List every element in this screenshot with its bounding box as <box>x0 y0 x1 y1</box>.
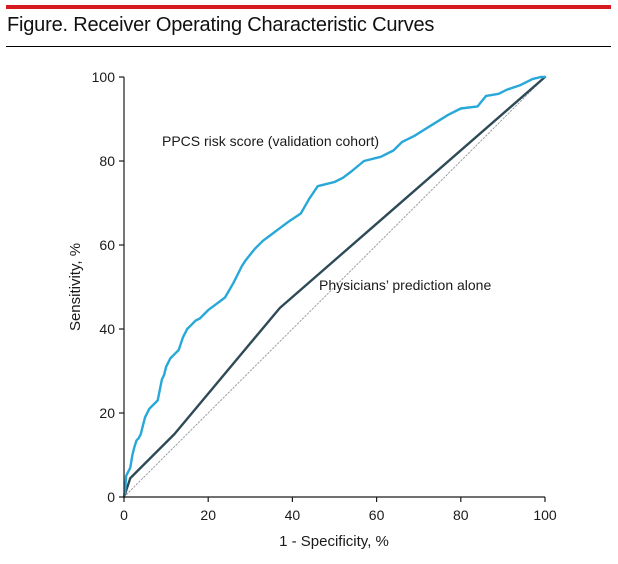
x-tick-label: 40 <box>285 507 301 523</box>
x-tick-label: 80 <box>453 507 469 523</box>
reference-diagonal <box>123 76 546 498</box>
axes: 0 20 40 60 80 100 0 20 40 60 80 100 <box>92 69 557 523</box>
y-tick-label: 0 <box>107 489 115 505</box>
y-tick-label: 40 <box>99 321 115 337</box>
y-tick-label: 80 <box>99 153 115 169</box>
x-tick-label: 60 <box>369 507 385 523</box>
y-axis-label: Sensitivity, % <box>67 243 84 331</box>
annotation-physicians: Physicians’ prediction alone <box>319 277 491 293</box>
figure-title: Figure. Receiver Operating Characteristi… <box>7 14 435 36</box>
physicians-curve <box>122 75 547 499</box>
x-tick-label: 0 <box>120 507 128 523</box>
plot-marks <box>122 75 547 499</box>
y-tick-label: 60 <box>99 237 115 253</box>
y-tick-label: 20 <box>99 405 115 421</box>
ppcs-curve <box>122 75 547 499</box>
x-tick-label: 100 <box>533 507 557 523</box>
title-rule <box>6 46 611 47</box>
x-tick-label: 20 <box>200 507 216 523</box>
x-axis-label: 1 - Specificity, % <box>279 533 389 550</box>
accent-rule <box>6 5 611 9</box>
y-tick-label: 100 <box>92 69 116 85</box>
annotation-ppcs: PPCS risk score (validation cohort) <box>162 133 379 149</box>
